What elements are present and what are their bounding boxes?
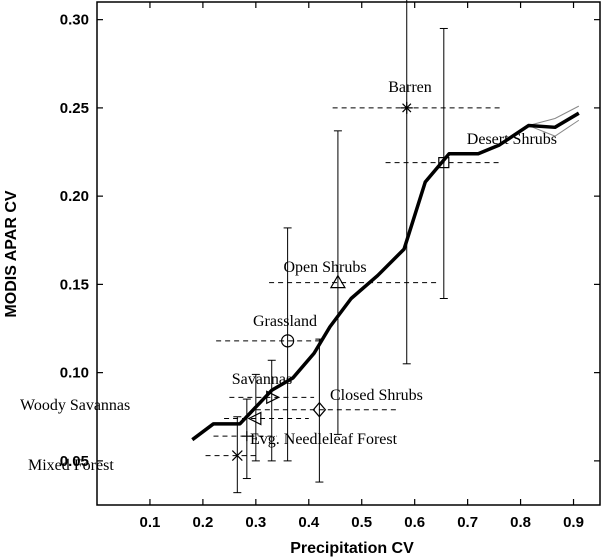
y-tick-label: 0.20 (60, 188, 89, 205)
band-lower-line (528, 119, 580, 137)
y-tick-label: 0.30 (60, 12, 89, 29)
point-label: Desert Shrubs (467, 131, 557, 148)
plus-marker (241, 431, 252, 442)
x-tick-label: 0.4 (298, 514, 320, 531)
asterisk-marker (400, 101, 413, 114)
point-label: Savannas (232, 371, 292, 388)
point-label: Evg. Needleleaf Forest (250, 431, 398, 448)
y-tick-label: 0.05 (60, 453, 89, 470)
triangle-right-marker (266, 390, 281, 405)
x-tick-label: 0.9 (563, 514, 584, 531)
point-label: Grassland (253, 313, 317, 330)
y-tick-label: 0.10 (60, 365, 89, 382)
circle-marker (281, 334, 295, 348)
square-marker (438, 157, 450, 169)
triangle-marker (329, 274, 346, 289)
x-tick-label: 0.3 (245, 514, 266, 531)
x-tick-label: 0.1 (140, 514, 161, 531)
diamond-marker (312, 401, 327, 418)
x-tick-label: 0.7 (457, 514, 478, 531)
y-tick-label: 0.15 (60, 276, 89, 293)
x-tick-label: 0.2 (192, 514, 213, 531)
plot-area: 0.1 0.2 0.3 0.4 0.5 0.6 0.7 0.8 0.9 0.05 0.10 0.15 0… (20, 0, 601, 531)
x-tick-label: 0.6 (404, 514, 425, 531)
point-label: Barren (388, 79, 432, 96)
x-marker (231, 450, 243, 462)
triangle-left-marker (247, 411, 262, 426)
point-label: Open Shrubs (283, 259, 366, 276)
band-upper-line (528, 105, 580, 127)
point-label: Woody Savannas (20, 397, 130, 414)
x-tick-label: 0.5 (351, 514, 372, 531)
trend-line (191, 111, 580, 442)
point-label: Mixed Forest (28, 457, 114, 474)
y-axis-title: MODIS APAR CV (3, 190, 20, 317)
plot-frame (96, 1, 601, 506)
y-tick-label: 0.25 (60, 100, 89, 117)
x-axis-title: Precipitation CV (290, 540, 414, 557)
point-label: Closed Shrubs (330, 387, 423, 404)
x-tick-label: 0.8 (510, 514, 531, 531)
